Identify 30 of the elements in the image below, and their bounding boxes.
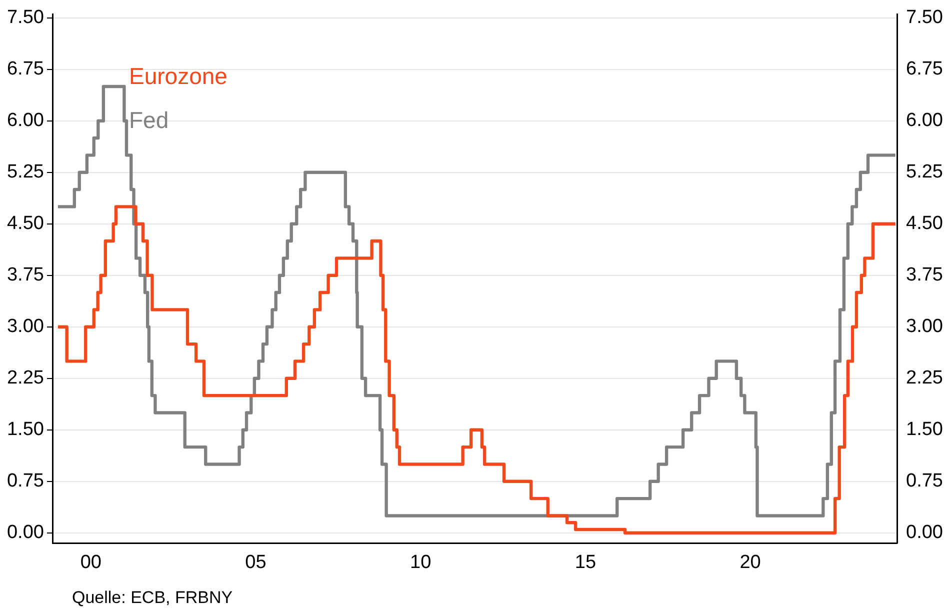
y2-tick-label: 6.00 [906, 110, 944, 132]
y2-tick-label: 4.50 [906, 213, 944, 234]
y-tick-label: 3.00 [6, 316, 44, 338]
x-tick-label: 20 [740, 552, 761, 573]
y-tick-label: 4.50 [6, 213, 44, 234]
y-tick-label: 5.25 [6, 162, 44, 183]
y2-tick-label: 0.75 [906, 470, 944, 492]
x-tick-label: 10 [410, 552, 432, 573]
x-tick-label: 00 [80, 552, 102, 573]
y-tick-label: 6.75 [6, 58, 44, 80]
y2-tick-label: 3.00 [906, 316, 944, 338]
text: Eurozone [128, 63, 228, 90]
y-tick-label: 3.75 [6, 264, 44, 286]
x-tick-label: 05 [245, 552, 266, 573]
y-tick-label: 0.75 [6, 470, 44, 492]
y2-tick-label: 2.25 [906, 368, 944, 389]
y2-tick-label: 3.75 [906, 264, 944, 286]
y-tick-label: 1.50 [6, 419, 44, 440]
y-tick-label: 6.00 [6, 110, 44, 132]
y-tick-label: 7.50 [6, 7, 44, 28]
y2-tick-label: 7.50 [906, 7, 944, 28]
x-tick-label: 15 [574, 552, 596, 573]
source-note: Quelle: ECB, FRBNY [72, 588, 233, 608]
y-tick-label: 0.00 [6, 522, 44, 544]
y2-tick-label: 0.00 [906, 522, 944, 544]
series-label: Fed [128, 107, 169, 134]
y2-tick-label: 6.75 [906, 58, 944, 80]
y2-tick-label: 5.25 [906, 162, 944, 183]
y-tick-label: 2.25 [6, 368, 44, 389]
y2-tick-label: 1.50 [906, 419, 944, 440]
